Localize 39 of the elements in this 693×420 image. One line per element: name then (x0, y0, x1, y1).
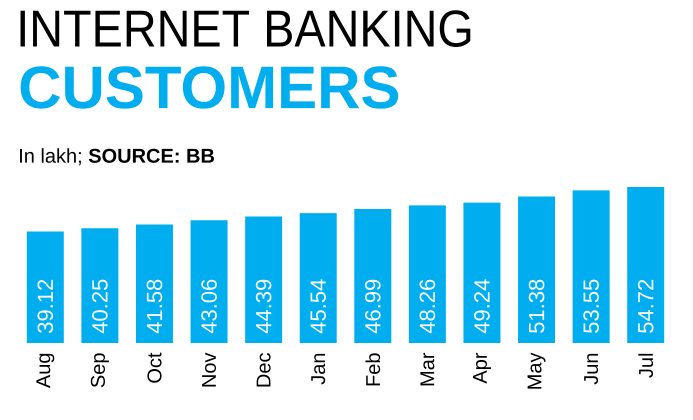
text: In lakh; SOURCE: BB (20, 148, 214, 166)
data-label: 46.99 (365, 280, 381, 334)
bar (26, 231, 64, 343)
data-label: 54.72 (638, 280, 654, 333)
bar (572, 190, 610, 343)
data-label: 45.54 (310, 279, 326, 334)
x-tick-label: Mar (420, 352, 434, 386)
data-label: 53.55 (583, 280, 599, 333)
data-label: 43.06 (201, 280, 217, 334)
data-label: 48.26 (420, 280, 436, 334)
data-label: 41.58 (146, 280, 162, 334)
bar (463, 202, 500, 343)
bar (408, 205, 446, 343)
chart-subtitle: CUSTOMERS (20, 66, 398, 109)
data-label: 39.12 (38, 280, 54, 333)
x-tick-label: Jul (638, 354, 654, 378)
bar (518, 196, 556, 343)
x-tick-label: Feb (365, 353, 380, 386)
bar (190, 220, 228, 343)
x-tick-label: Sep (90, 353, 109, 388)
data-label: 44.39 (256, 280, 272, 334)
data-label: 49.24 (474, 279, 490, 334)
bar (627, 186, 664, 343)
data-label: 40.25 (92, 280, 108, 334)
bar (81, 228, 118, 343)
x-tick-label: Jun (584, 354, 598, 384)
data-label: 51.38 (528, 280, 544, 333)
bar (136, 224, 173, 343)
bar (354, 209, 392, 343)
x-tick-label: May (528, 352, 546, 389)
x-tick-label: Oct (147, 352, 162, 383)
x-tick-label: Aug (36, 354, 54, 388)
bar (245, 216, 282, 343)
x-tick-label: Jan (311, 354, 326, 384)
chart-title: INTERNET BANKING (20, 10, 470, 48)
x-tick-label: Dec (256, 353, 271, 386)
bar (300, 213, 337, 343)
x-tick-label: Apr (473, 352, 491, 384)
x-tick-label: Nov (202, 352, 216, 386)
